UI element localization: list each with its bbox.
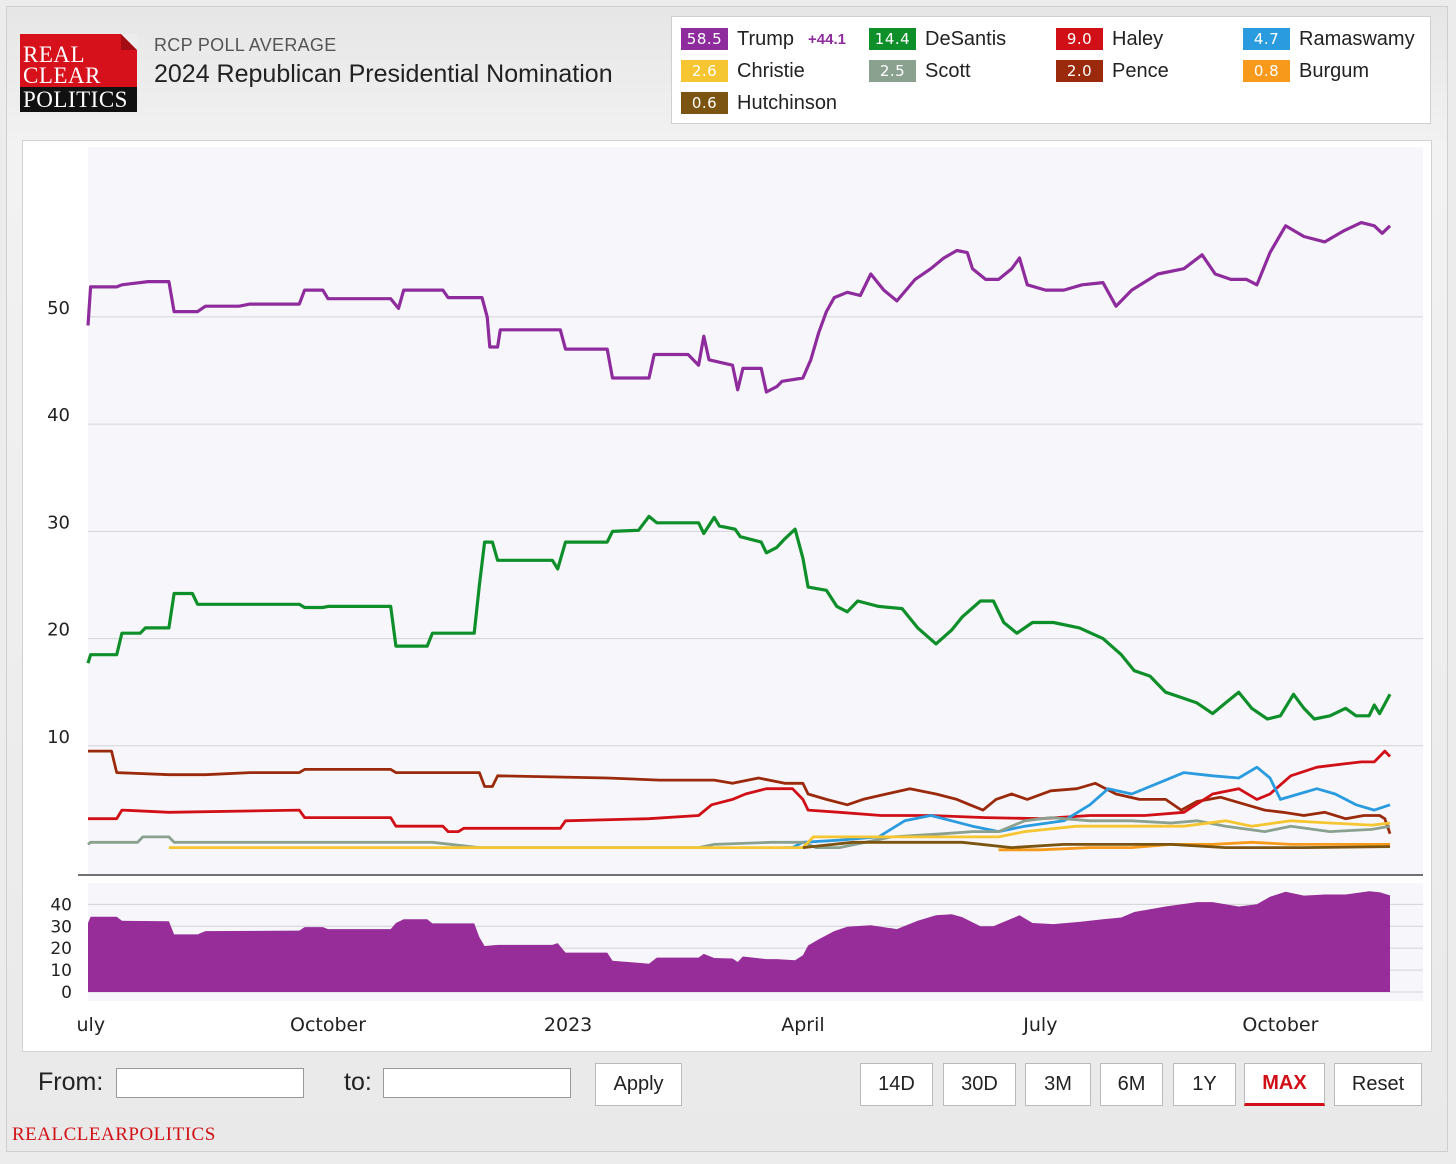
navigator-y-tick-label: 0 <box>61 983 72 1003</box>
legend-swatch: 2.0 <box>1056 60 1103 82</box>
x-tick-label: October <box>290 1014 366 1036</box>
chart-title: 2024 Republican Presidential Nomination <box>154 60 613 88</box>
legend-lead: +44.1 <box>808 30 847 48</box>
from-label: From: <box>38 1068 104 1096</box>
legend-name: Hutchinson <box>737 91 838 114</box>
from-date-input[interactable] <box>116 1068 304 1098</box>
legend-item-ramaswamy[interactable]: 4.7 Ramaswamy <box>1243 26 1415 52</box>
realclearpolitics-logo[interactable]: REAL CLEAR POLITICS <box>20 34 137 112</box>
legend-item-burgum[interactable]: 0.8 Burgum <box>1243 58 1369 84</box>
series-line-haley[interactable] <box>88 749 1392 833</box>
logo-fold <box>121 34 137 50</box>
y-tick-label: 20 <box>47 620 70 641</box>
reset-button[interactable]: Reset <box>1334 1063 1422 1106</box>
navigator-y-tick-label: 40 <box>50 895 72 915</box>
legend-name: DeSantis <box>925 27 1007 50</box>
x-tick-label: July <box>1022 1014 1057 1036</box>
legend-swatch: 14.4 <box>869 28 916 50</box>
legend-swatch: 2.6 <box>681 60 728 82</box>
legend-item-scott[interactable]: 2.5 Scott <box>869 58 971 84</box>
legend-item-christie[interactable]: 2.6 Christie <box>681 58 805 84</box>
legend-swatch: 9.0 <box>1056 28 1103 50</box>
navigator-y-tick-label: 20 <box>50 939 72 959</box>
range-max-button[interactable]: MAX <box>1244 1063 1325 1106</box>
navigator-y-tick-label: 10 <box>50 961 72 981</box>
chart-kicker: RCP POLL AVERAGE <box>154 35 337 55</box>
y-tick-label: 30 <box>47 512 70 533</box>
to-date-input[interactable] <box>383 1068 571 1098</box>
y-tick-label: 40 <box>47 405 70 426</box>
series-line-pence[interactable] <box>88 749 1392 835</box>
logo-line-1: REAL <box>23 42 86 67</box>
y-tick-label: 50 <box>47 298 70 319</box>
series-line-scott[interactable] <box>87 816 1391 849</box>
legend-item-desantis[interactable]: 14.4 DeSantis <box>869 26 1006 52</box>
logo-line-3: POLITICS <box>20 87 137 112</box>
navigator-y-tick-label: 30 <box>50 917 72 937</box>
legend: 58.5 Trump +44.1 14.4 DeSantis 9.0 Haley… <box>671 16 1431 124</box>
logo-line-2: CLEAR <box>23 63 101 88</box>
legend-item-pence[interactable]: 2.0 Pence <box>1056 58 1169 84</box>
series-line-hutchinson[interactable] <box>802 840 1391 849</box>
legend-name: Christie <box>737 59 805 82</box>
range-6m-button[interactable]: 6M <box>1100 1063 1163 1106</box>
legend-swatch: 4.7 <box>1243 28 1290 50</box>
legend-item-hutchinson[interactable]: 0.6 Hutchinson <box>681 90 837 116</box>
range-14d-button[interactable]: 14D <box>860 1063 933 1106</box>
range-30d-button[interactable]: 30D <box>943 1063 1016 1106</box>
series-line-ramaswamy[interactable] <box>784 765 1391 849</box>
x-tick-label: 2023 <box>544 1014 592 1036</box>
date-range-controls: From: to: Apply 14D 30D 3M 6M 1Y MAX Res… <box>22 1052 1432 1114</box>
legend-name: Burgum <box>1299 59 1370 82</box>
series-line-trump[interactable] <box>86 221 1392 394</box>
range-3m-button[interactable]: 3M <box>1025 1063 1091 1106</box>
legend-item-haley[interactable]: 9.0 Haley <box>1056 26 1163 52</box>
series-line-desantis[interactable] <box>86 514 1392 721</box>
spread-area[interactable] <box>88 891 1390 992</box>
legend-name: Haley <box>1112 27 1164 50</box>
legend-name: Ramaswamy <box>1299 27 1415 50</box>
apply-button[interactable]: Apply <box>595 1063 682 1106</box>
y-tick-label: 10 <box>47 727 70 748</box>
legend-name: Scott <box>925 59 971 82</box>
legend-item-trump[interactable]: 58.5 Trump +44.1 <box>681 26 846 52</box>
legend-swatch: 0.8 <box>1243 60 1290 82</box>
x-tick-label: July <box>70 1014 105 1036</box>
legend-swatch: 58.5 <box>681 28 728 50</box>
legend-name: Trump <box>737 27 795 50</box>
footer-brand[interactable]: REALCLEARPOLITICS <box>12 1124 216 1145</box>
chart-area[interactable]: 10 20 30 40 50 0 10 20 30 40 July October 2023 April J… <box>22 140 1432 1052</box>
x-tick-label: October <box>1242 1014 1318 1036</box>
legend-swatch: 2.5 <box>869 60 916 82</box>
range-1y-button[interactable]: 1Y <box>1173 1063 1236 1106</box>
plot-background <box>88 147 1423 875</box>
series-line-christie[interactable] <box>168 819 1391 849</box>
legend-swatch: 0.6 <box>681 92 728 114</box>
legend-name: Pence <box>1112 59 1169 82</box>
x-tick-label: April <box>781 1014 824 1036</box>
to-label: to: <box>344 1068 372 1096</box>
